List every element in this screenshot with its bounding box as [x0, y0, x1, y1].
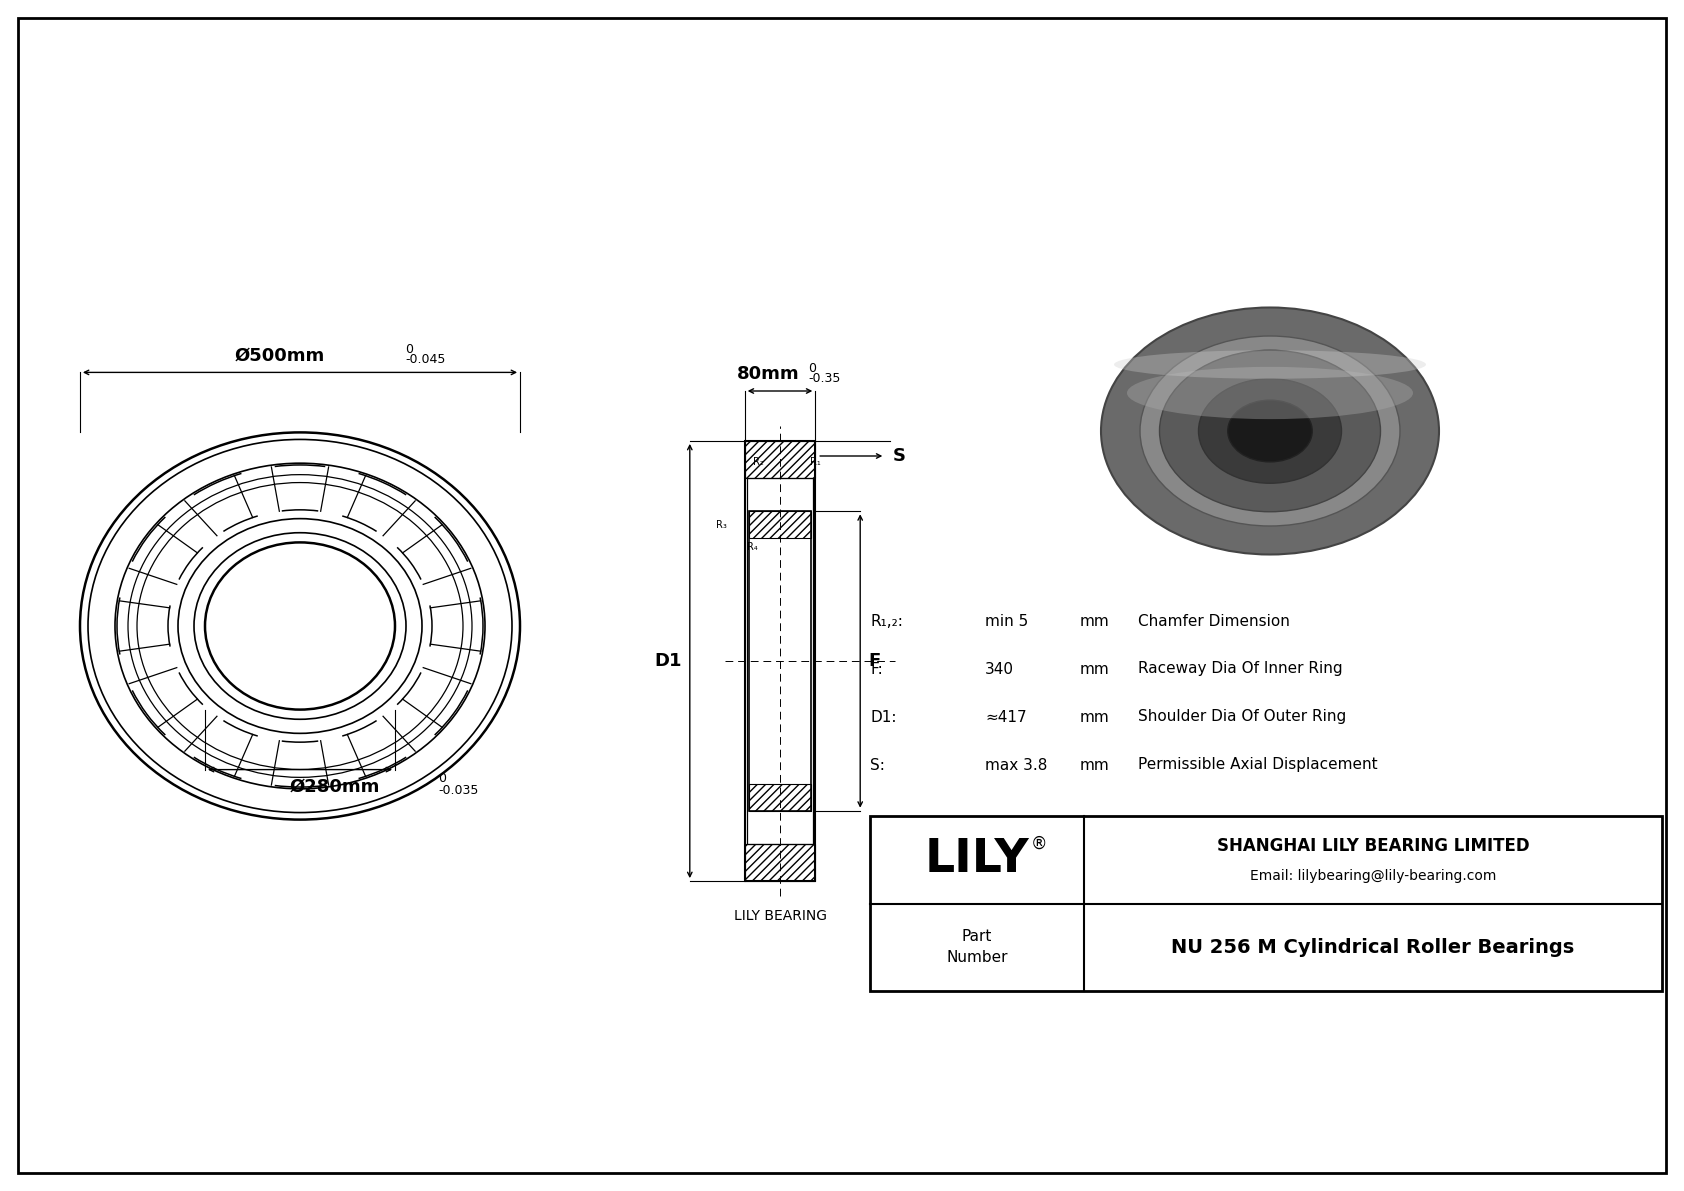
Text: Chamfer Dimension: Chamfer Dimension [1138, 613, 1290, 629]
Text: 0: 0 [404, 343, 413, 356]
Text: R₄: R₄ [746, 542, 758, 551]
Text: Ø500mm: Ø500mm [234, 347, 325, 364]
Bar [744, 441, 815, 881]
Text: -0.35: -0.35 [808, 372, 840, 385]
Text: R₁: R₁ [810, 457, 822, 467]
Text: SHANGHAI LILY BEARING LIMITED: SHANGHAI LILY BEARING LIMITED [1216, 837, 1529, 855]
Text: R₃: R₃ [716, 519, 727, 530]
Text: R₁,₂:: R₁,₂: [871, 613, 903, 629]
Bar [744, 844, 815, 881]
Text: NU 256 M Cylindrical Roller Bearings: NU 256 M Cylindrical Roller Bearings [1172, 937, 1575, 956]
Text: 0: 0 [808, 362, 817, 375]
Text: -0.035: -0.035 [438, 784, 478, 797]
Text: Raceway Dia Of Inner Ring: Raceway Dia Of Inner Ring [1138, 661, 1342, 676]
Text: 80mm: 80mm [736, 364, 800, 384]
Ellipse shape [1160, 350, 1381, 512]
Text: D1: D1 [655, 651, 682, 671]
Text: Email: lilybearing@lily-bearing.com: Email: lilybearing@lily-bearing.com [1250, 868, 1495, 883]
Bar [744, 441, 815, 478]
Text: 340: 340 [985, 661, 1014, 676]
Ellipse shape [1140, 336, 1399, 526]
Ellipse shape [1127, 367, 1413, 419]
Text: 0: 0 [438, 772, 446, 785]
Text: -0.045: -0.045 [404, 354, 445, 367]
Text: mm: mm [1079, 661, 1110, 676]
Text: S:: S: [871, 757, 884, 773]
Text: F:: F: [871, 661, 882, 676]
Ellipse shape [1199, 379, 1342, 484]
Text: D1:: D1: [871, 710, 896, 724]
Text: min 5: min 5 [985, 613, 1029, 629]
Text: LILY BEARING: LILY BEARING [734, 909, 827, 923]
Bar [749, 511, 812, 811]
Bar [871, 816, 1662, 991]
Text: mm: mm [1079, 613, 1110, 629]
Bar [746, 478, 813, 844]
Ellipse shape [1115, 350, 1426, 379]
Text: S: S [893, 447, 906, 464]
Text: max 3.8: max 3.8 [985, 757, 1047, 773]
Bar [749, 784, 812, 811]
Ellipse shape [1101, 307, 1440, 555]
Text: mm: mm [1079, 710, 1110, 724]
Text: Ø280mm: Ø280mm [290, 778, 381, 796]
Text: ≈417: ≈417 [985, 710, 1027, 724]
Text: LILY: LILY [925, 837, 1029, 883]
Text: R₂: R₂ [753, 457, 765, 467]
Text: ®: ® [1031, 835, 1047, 853]
Text: Permissible Axial Displacement: Permissible Axial Displacement [1138, 757, 1378, 773]
Text: Part
Number: Part Number [946, 929, 1007, 965]
Bar [749, 511, 812, 538]
Text: mm: mm [1079, 757, 1110, 773]
Ellipse shape [1228, 400, 1312, 462]
Text: Shoulder Dia Of Outer Ring: Shoulder Dia Of Outer Ring [1138, 710, 1346, 724]
Text: F: F [869, 651, 881, 671]
